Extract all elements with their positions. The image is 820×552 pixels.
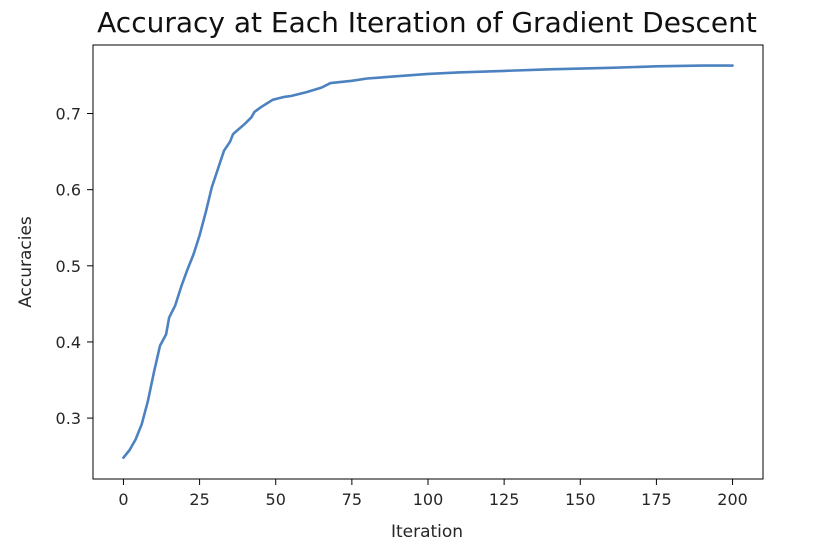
x-tick-label: 25	[189, 490, 209, 509]
series-layer	[122, 64, 734, 459]
x-tick-label: 175	[641, 490, 672, 509]
x-tick-label: 200	[717, 490, 748, 509]
x-axis: 0 25 50 75 100 125 150 175 200	[118, 479, 748, 509]
x-tick-label: 125	[489, 490, 520, 509]
y-axis-label: Accuracies	[16, 216, 36, 308]
y-tick-label: 0.5	[56, 257, 81, 276]
x-tick-label: 0	[118, 490, 128, 509]
x-tick-label: 50	[266, 490, 286, 509]
x-axis-label: Iteration	[391, 522, 463, 542]
series-line	[122, 64, 734, 459]
x-tick-label: 100	[413, 490, 444, 509]
y-tick-label: 0.7	[56, 105, 81, 124]
y-tick-label: 0.6	[56, 181, 81, 200]
y-tick-label: 0.4	[56, 333, 81, 352]
y-tick-label: 0.3	[56, 409, 81, 428]
plot-area-frame	[92, 44, 764, 480]
x-tick-label: 75	[342, 490, 362, 509]
chart-title: Accuracy at Each Iteration of Gradient D…	[97, 6, 757, 39]
y-axis: 0.3 0.4 0.5 0.6 0.7	[56, 105, 93, 428]
x-tick-label: 150	[565, 490, 596, 509]
